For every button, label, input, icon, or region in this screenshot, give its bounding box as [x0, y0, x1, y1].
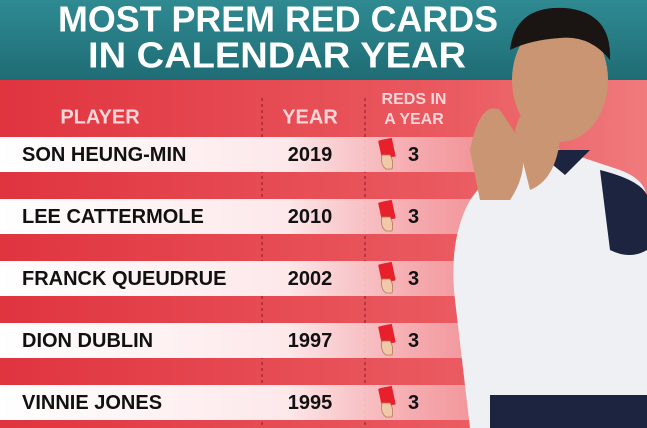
hand [381, 278, 394, 294]
row-background [0, 261, 480, 296]
player-photo [453, 7, 647, 428]
card [378, 199, 396, 222]
red-card-icon [378, 261, 396, 294]
row-background [0, 199, 480, 234]
column-header: REDS IN [382, 91, 447, 108]
card [378, 323, 396, 346]
card [378, 385, 396, 408]
row-background [0, 323, 480, 358]
red-count: 3 [408, 144, 419, 166]
title-line: IN CALENDAR YEAR [88, 35, 466, 76]
hand [381, 340, 394, 356]
hand [381, 216, 394, 232]
red-card-icon [378, 385, 396, 418]
player-name: SON HEUNG-MIN [22, 144, 186, 166]
red-count: 3 [408, 392, 419, 414]
red-count: 3 [408, 206, 419, 228]
hand [381, 154, 394, 170]
table-rows: SON HEUNG-MIN 2019 3 LEE CATTERMOLE 2010 3 FRA… [0, 137, 480, 420]
player-name: FRANCK QUEUDRUE [22, 268, 226, 290]
year: 2019 [288, 144, 333, 166]
player-name: VINNIE JONES [22, 392, 162, 414]
red-card-icon [378, 137, 396, 170]
year: 2010 [288, 206, 333, 228]
player-name: LEE CATTERMOLE [22, 206, 204, 228]
column-header: YEAR [282, 106, 338, 128]
red-card-icon [378, 323, 396, 356]
year: 1995 [288, 392, 333, 414]
card [378, 261, 396, 284]
hand [381, 402, 394, 418]
red-card-icon [378, 199, 396, 232]
red-count: 3 [408, 268, 419, 290]
row-background [0, 137, 480, 172]
player-name: DION DUBLIN [22, 330, 153, 352]
card [378, 137, 396, 160]
column-header: A YEAR [384, 111, 444, 128]
title-line: MOST PREM RED CARDS [58, 0, 498, 40]
column-header: PLAYER [60, 106, 140, 128]
year: 2002 [288, 268, 333, 290]
red-count: 3 [408, 330, 419, 352]
row-background [0, 385, 480, 420]
year: 1997 [288, 330, 333, 352]
